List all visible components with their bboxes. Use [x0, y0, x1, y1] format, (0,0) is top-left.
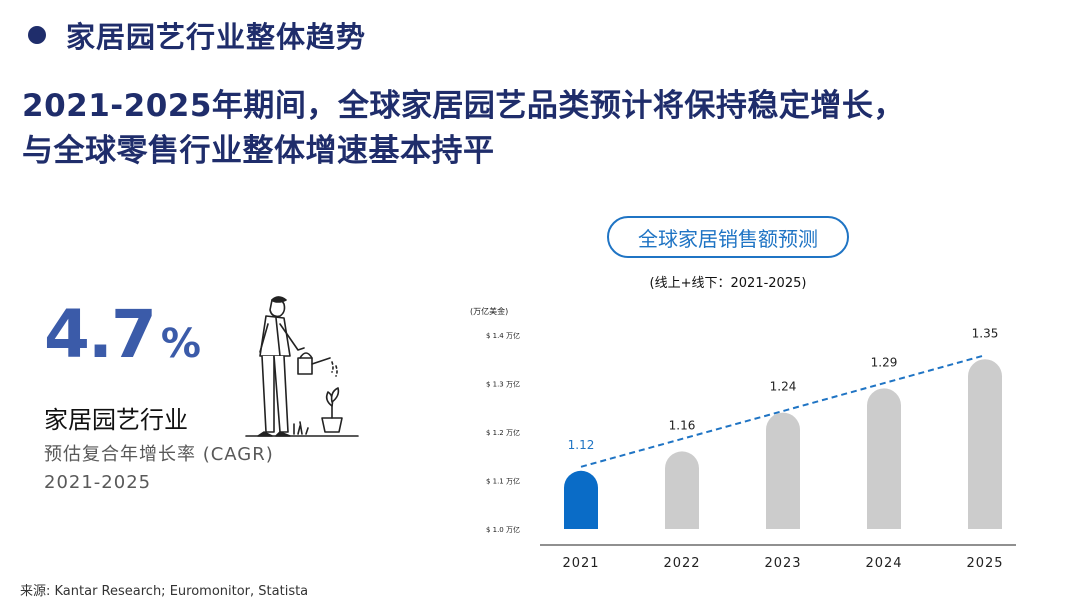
x-tick-label: 2023 — [764, 556, 801, 571]
x-tick-label: 2025 — [966, 556, 1003, 571]
cagr-value: 4.7 — [44, 296, 157, 373]
chart-subtitle: (线上+线下：2021-2025) — [649, 276, 807, 291]
y-tick-label: $ 1.2 万亿 — [486, 428, 520, 437]
y-tick-labels: $ 1.0 万亿 $ 1.1 万亿 $ 1.2 万亿 $ 1.3 万亿 $ 1.4 万亿 — [486, 331, 520, 534]
data-label: 1.12 — [568, 438, 595, 452]
data-label: 1.29 — [871, 355, 898, 369]
gardener-watering-plant-icon — [245, 296, 359, 437]
data-label: 1.16 — [669, 418, 696, 432]
cagr-unit: % — [160, 321, 201, 367]
section-title: 家居园艺行业整体趋势 — [66, 20, 367, 54]
x-tick-label: 2024 — [865, 556, 902, 571]
stat-years: 2021-2025 — [44, 472, 152, 493]
y-tick-label: $ 1.3 万亿 — [486, 380, 520, 389]
x-tick-labels: 2021 2022 2023 2024 2025 — [562, 556, 1003, 571]
data-labels: 1.12 1.16 1.24 1.29 1.35 — [568, 326, 999, 452]
data-label: 1.35 — [972, 326, 999, 340]
bar-2023 — [766, 412, 800, 529]
x-tick-label: 2022 — [663, 556, 700, 571]
x-tick-label: 2021 — [562, 556, 599, 571]
stat-label: 家居园艺行业 — [44, 406, 188, 434]
headline: 2021-2025年期间，全球家居园艺品类预计将保持稳定增长， 与全球零售行业整… — [22, 84, 905, 174]
data-label: 1.24 — [770, 380, 797, 394]
y-unit-label: (万亿美金) — [470, 306, 508, 316]
headline-line-1: 2021-2025年期间，全球家居园艺品类预计将保持稳定增长， — [22, 88, 905, 124]
y-tick-label: $ 1.0 万亿 — [486, 525, 520, 534]
stat-sublabel: 预估复合年增长率 (CAGR) — [44, 444, 274, 465]
chart-title-pill: 全球家居销售额预测 — [607, 216, 849, 258]
section-header: 家居园艺行业整体趋势 — [28, 14, 366, 56]
headline-line-2: 与全球零售行业整体增速基本持平 — [22, 133, 495, 169]
bar-2022 — [665, 451, 699, 529]
y-tick-label: $ 1.1 万亿 — [486, 477, 520, 486]
y-tick-label: $ 1.4 万亿 — [486, 331, 520, 340]
bar-2021 — [564, 470, 598, 529]
sales-forecast-chart: (万亿美金) $ 1.0 万亿$ 1.1 万亿$ 1.2 万亿$ 1.3 万亿$… — [470, 306, 1016, 571]
cagr-stat: 4.7% — [44, 296, 201, 373]
bar-2025 — [968, 359, 1002, 529]
bar-2024 — [867, 388, 901, 529]
source-note: 来源: Kantar Research; Euromonitor, Statis… — [20, 584, 309, 599]
bars — [564, 359, 1002, 529]
bullet-dot-icon — [28, 26, 46, 44]
